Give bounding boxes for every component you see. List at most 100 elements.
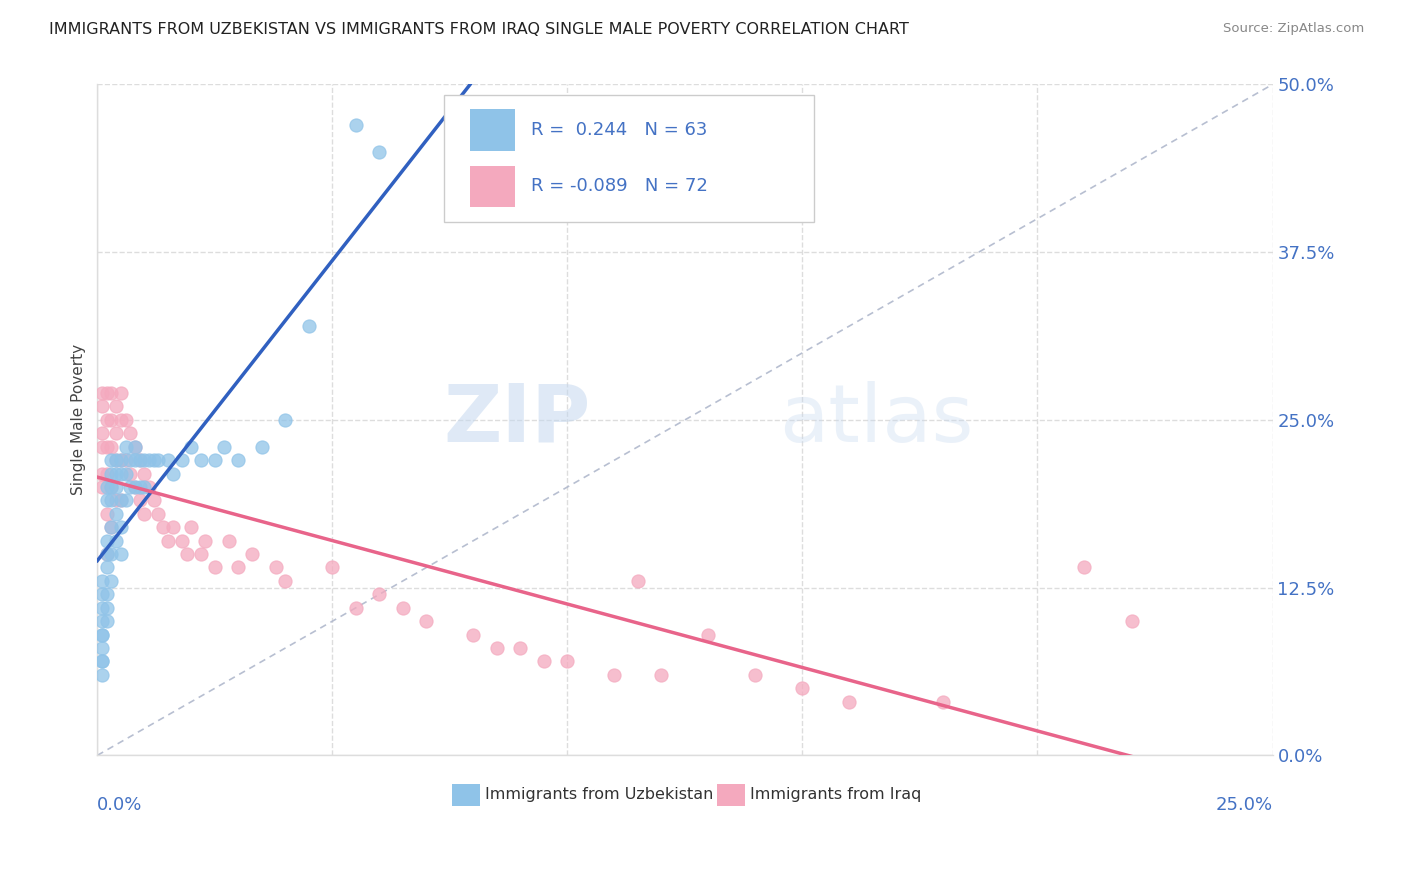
Point [96,614,118,628]
Point [120,426,142,441]
Point [134,453,156,467]
Point [96,480,118,494]
Point [138,453,160,467]
Text: 0.0%: 0.0% [97,796,143,814]
Text: IMMIGRANTS FROM UZBEKISTAN VS IMMIGRANTS FROM IRAQ SINGLE MALE POVERTY CORRELATI: IMMIGRANTS FROM UZBEKISTAN VS IMMIGRANTS… [49,22,910,37]
Point [91,640,114,655]
Point [298,318,321,333]
Point [170,533,193,548]
Point [105,400,128,414]
Point [170,453,193,467]
Point [128,453,150,467]
Point [110,493,132,508]
Point [96,600,118,615]
FancyBboxPatch shape [444,95,814,222]
Point [415,614,437,628]
Point [110,453,132,467]
Point [110,386,132,401]
Point [463,627,485,641]
Point [603,668,626,682]
Point [124,440,146,454]
Point [120,453,142,467]
Point [156,453,179,467]
Point [228,560,250,574]
Point [344,600,367,615]
Point [190,547,212,561]
Point [120,467,142,481]
Point [190,453,212,467]
Point [96,507,118,521]
Point [100,480,122,494]
Point [114,493,136,508]
Text: R = -0.089   N = 72: R = -0.089 N = 72 [531,178,707,195]
Point [91,400,114,414]
Point [162,467,184,481]
Point [110,493,132,508]
Point [100,574,122,588]
Point [128,480,150,494]
Point [274,413,297,427]
Point [110,520,132,534]
Point [120,480,142,494]
Point [100,413,122,427]
Point [96,547,118,561]
Point [96,386,118,401]
Point [650,668,672,682]
Point [744,668,766,682]
Point [392,600,415,615]
Point [368,145,391,159]
FancyBboxPatch shape [470,109,515,151]
Point [264,560,287,574]
Point [105,453,128,467]
Point [274,574,297,588]
Point [96,413,118,427]
Point [96,440,118,454]
FancyBboxPatch shape [717,784,745,805]
Point [91,587,114,601]
Point [105,493,128,508]
Point [91,574,114,588]
Text: Source: ZipAtlas.com: Source: ZipAtlas.com [1223,22,1364,36]
Point [138,480,160,494]
Point [100,547,122,561]
Point [91,467,114,481]
Point [128,493,150,508]
Point [204,560,226,574]
Point [91,600,114,615]
Point [100,386,122,401]
Point [91,480,114,494]
Point [124,453,146,467]
Text: Immigrants from Uzbekistan: Immigrants from Uzbekistan [485,788,713,803]
Point [124,480,146,494]
Point [100,480,122,494]
Y-axis label: Single Male Poverty: Single Male Poverty [72,344,86,495]
Point [96,560,118,574]
Point [105,480,128,494]
Point [156,533,179,548]
Point [110,413,132,427]
Point [204,453,226,467]
Point [91,655,114,669]
Point [91,386,114,401]
Point [114,440,136,454]
Text: Immigrants from Iraq: Immigrants from Iraq [749,788,921,803]
Point [214,440,236,454]
Point [91,426,114,441]
Point [533,655,555,669]
Point [96,587,118,601]
Point [128,453,150,467]
Point [194,533,217,548]
Point [110,453,132,467]
Point [114,467,136,481]
Point [485,640,508,655]
Point [100,493,122,508]
Point [100,440,122,454]
Point [134,467,156,481]
Point [96,467,118,481]
Point [91,614,114,628]
Point [142,493,165,508]
Point [557,655,579,669]
Point [180,440,202,454]
Point [152,520,174,534]
Point [105,453,128,467]
